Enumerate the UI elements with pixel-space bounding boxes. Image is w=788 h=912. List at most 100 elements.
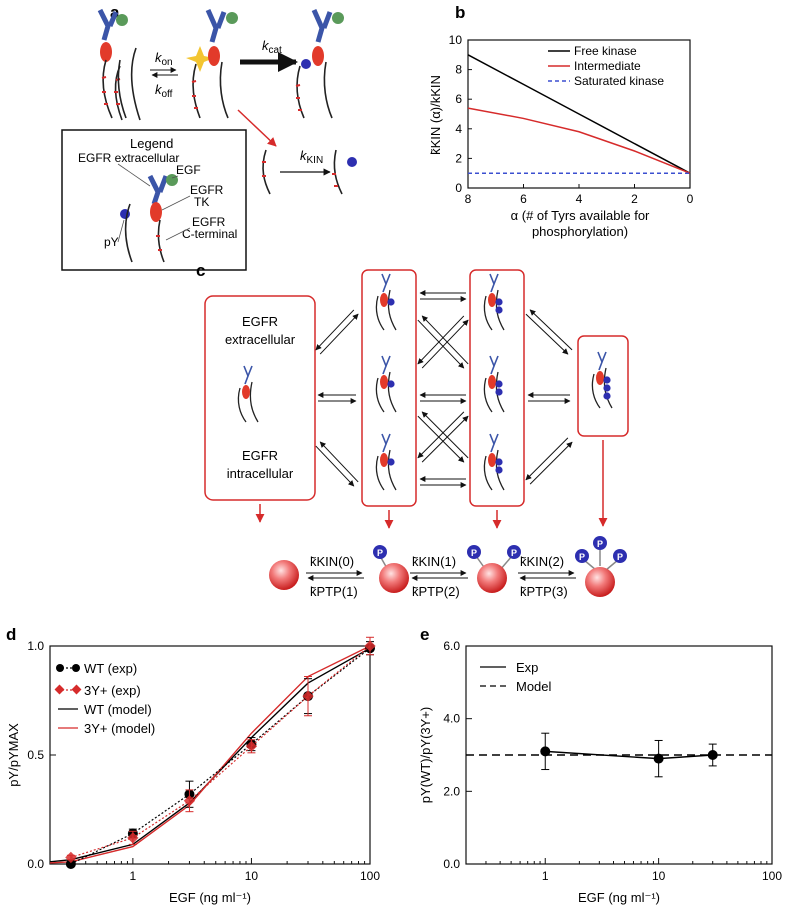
receptor-tail — [483, 295, 493, 331]
receptor-arm — [493, 355, 499, 367]
ball-1p: P — [373, 545, 409, 593]
reverse-arrow — [315, 309, 355, 351]
receptor-tail — [387, 371, 397, 413]
legend-exp: Exp — [516, 660, 538, 675]
legend-wt-model: WT (model) — [84, 702, 152, 717]
receptor-3p-icon — [591, 351, 613, 409]
series-line-1 — [467, 107, 691, 174]
panel-a: a kon koff — [61, 3, 357, 271]
receptor-tail — [375, 455, 385, 491]
y-tick-label: 6.0 — [443, 639, 460, 653]
receptor-tail — [375, 295, 385, 331]
legend-3y-model: 3Y+ (model) — [84, 721, 155, 736]
tk-domain — [488, 293, 496, 307]
y-tick-label: 1.0 — [27, 639, 44, 653]
x-tick-label: 100 — [762, 869, 782, 883]
legend-model: Model — [516, 679, 552, 694]
panel-d: d 1 10 100 0.0 0.5 1.0 WT (exp) 3Y+ (exp) WT … — [6, 625, 380, 905]
state-box-1 — [361, 269, 417, 507]
ylabel-e: pY(WT)/pY(3Y+) — [418, 707, 433, 803]
receptor-arm — [247, 365, 253, 377]
panel-label-d: d — [6, 625, 16, 644]
py-dot — [495, 388, 503, 396]
receptor-2p-icon — [483, 433, 505, 491]
tk-domain — [242, 385, 250, 399]
y-tick-label: 4 — [455, 122, 462, 136]
receptor-dimer-atp-icon — [186, 8, 238, 119]
transition-1-2f — [417, 411, 469, 463]
ball-0p — [269, 560, 299, 590]
series-lines-b — [467, 54, 691, 174]
transition-0-1a — [315, 309, 359, 355]
legend-saturated-kinase: Saturated kinase — [574, 74, 664, 88]
state-transitions — [315, 290, 573, 488]
transition-0-1b — [317, 392, 357, 404]
reverse-arrow — [421, 315, 469, 365]
receptor-stem — [381, 273, 387, 293]
rate-ptp1: k̃PTP(1) — [310, 584, 358, 599]
receptor-arm — [601, 351, 607, 363]
rate-kin1: k̃KIN(1) — [412, 554, 456, 569]
svg-text:kcat: kcat — [262, 38, 282, 56]
reverse-arrow — [525, 437, 569, 481]
exp-line-1 — [70, 645, 371, 859]
svg-text:P: P — [377, 548, 383, 558]
svg-text:kon: kon — [155, 50, 173, 68]
rate-kin0: k̃KIN(0) — [310, 554, 354, 569]
receptor-stem — [381, 433, 387, 453]
forward-arrow — [525, 313, 569, 355]
legend-wt-exp: WT (exp) — [84, 661, 137, 676]
tk-domain — [596, 371, 604, 385]
panel-e: e 1 10 100 0.0 2.0 4.0 6.0 Exp Model pY(WT)/pY… — [418, 625, 782, 905]
y-tick-label: 0.5 — [27, 748, 44, 762]
x-tick-label: 1 — [130, 869, 137, 883]
forward-arrow — [421, 415, 469, 463]
legend-ct-2: C-terminal — [182, 227, 237, 241]
svg-text:P: P — [579, 552, 585, 562]
ball-3p: P P P — [575, 536, 627, 597]
receptor-tail — [483, 455, 493, 491]
reverse-arrow — [417, 411, 465, 459]
tk-domain — [380, 453, 388, 467]
reverse-arrow — [421, 411, 469, 459]
receptor-1p-icon — [375, 273, 397, 331]
label-intracellular-2: intracellular — [227, 466, 294, 481]
data-point-wt — [65, 859, 76, 869]
py-dot — [603, 392, 611, 400]
label-extracellular-1: EGFR — [242, 314, 278, 329]
y-tick-label: 8 — [455, 63, 462, 77]
series-e — [466, 732, 772, 778]
svg-text:kKIN: kKIN — [300, 148, 323, 166]
y-tick-label: 4.0 — [443, 712, 460, 726]
py-dot — [603, 376, 611, 384]
transition-2-3b — [527, 392, 571, 404]
x-tick-label: 10 — [652, 869, 666, 883]
forward-arrow — [417, 319, 465, 369]
y-tick-label: 2.0 — [443, 784, 460, 798]
data-point-3y — [127, 832, 139, 844]
transition-1-2d — [419, 392, 467, 404]
transition-2-3a — [525, 309, 573, 355]
receptor-states — [237, 273, 613, 491]
svg-text:P: P — [511, 548, 517, 558]
py-dot — [603, 384, 611, 392]
tk-domain — [380, 293, 388, 307]
legend-tk-1: EGFR — [190, 183, 224, 197]
xlabel-d: EGF (ng ml⁻¹) — [169, 890, 251, 905]
receptor-tail — [387, 289, 397, 331]
py-dot — [495, 306, 503, 314]
legend-intermediate: Intermediate — [574, 59, 641, 73]
transition-1-2b — [417, 315, 469, 369]
label-extracellular-2: extracellular — [225, 332, 296, 347]
receptor-1p-icon — [375, 433, 397, 491]
series-d — [49, 636, 376, 869]
panel-label-b: b — [455, 3, 465, 22]
receptor-tail — [237, 387, 247, 423]
receptor-tail — [591, 373, 601, 409]
x-tick-label: 100 — [360, 869, 380, 883]
y-tick-label: 6 — [455, 92, 462, 106]
x-tick-label: 2 — [631, 192, 638, 206]
py-dot — [495, 380, 503, 388]
rate-kin1-ptp2: k̃KIN(1) k̃PTP(2) — [410, 554, 468, 599]
